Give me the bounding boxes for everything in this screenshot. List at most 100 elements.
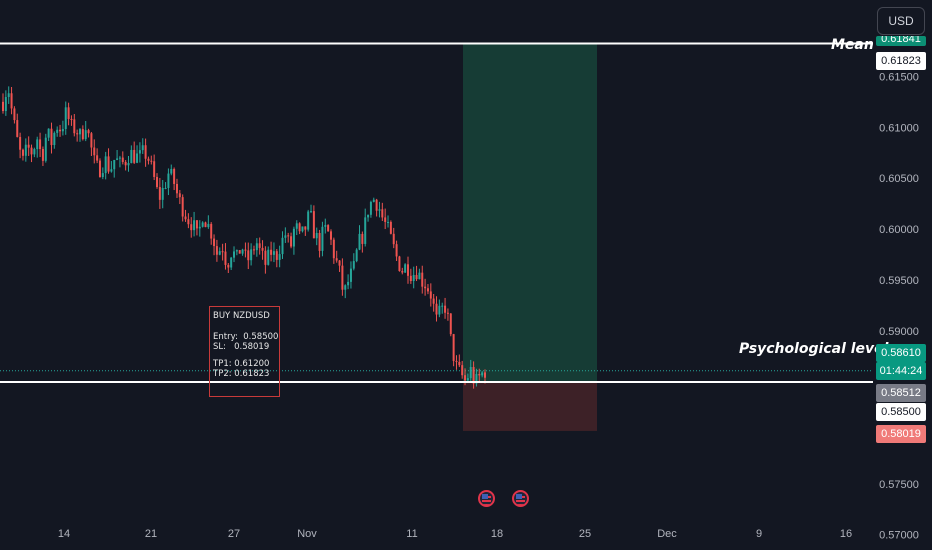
candle-body [64,107,67,130]
note-tp2: TP2: 0.61823 [213,369,270,379]
candle-body [364,217,367,244]
candle-body [281,237,284,255]
candle-body [98,160,101,178]
candle-body [144,145,147,159]
candle-body [435,303,438,315]
candle-body [398,256,401,271]
candle-body [318,233,321,251]
candle-body [2,101,4,112]
candle-body [107,156,110,172]
candle-body [167,173,170,188]
candle-body [190,224,193,231]
candle-body [310,211,313,213]
candle-body [461,365,464,376]
candle-body [378,209,381,211]
candle-body [449,313,452,335]
candle-body [184,216,187,220]
candle-body [170,168,173,174]
candle-body [39,139,42,149]
candle-body [464,375,467,381]
candle-body [392,233,395,245]
candle-body [295,223,298,229]
candle-body [387,221,390,223]
candle-body [84,130,87,140]
x-tick-label: 21 [145,528,157,540]
candle-body [24,144,27,156]
candle-body [33,149,36,155]
candle-body [438,305,441,315]
candle-body [187,219,190,225]
candle-body [36,139,39,150]
candle-body [264,250,267,265]
candle-body [59,129,62,132]
candle-body [424,286,427,289]
candle-body [284,235,287,238]
candle-body [475,373,478,384]
candle-body [381,209,384,218]
candle-body [175,183,178,194]
candle-body [478,373,481,376]
candle-body [252,249,255,251]
candle-body [164,187,167,189]
candle-body [201,222,204,227]
price-tag-current: 0.58610 [876,344,926,362]
candle-body [415,274,418,280]
candle-body [116,158,119,160]
candle-body [384,217,387,222]
candle-body [41,148,44,161]
candle-body [127,163,130,166]
candle-body [344,285,347,290]
candle-body [227,264,230,268]
y-tick-label: 0.59000 [879,326,919,338]
candle-body [301,226,304,232]
candle-body [213,238,216,247]
candle-body [56,129,59,133]
candle-body [195,220,198,229]
candle-body [73,119,76,134]
time-axis[interactable]: 14 21 27 Nov 11 18 25 Dec 9 16 [58,528,852,540]
candle-body [290,236,293,247]
candle-body [267,249,270,265]
candle-body [104,156,107,174]
candle-body [446,312,449,314]
candle-body [255,243,258,251]
price-tag-top-partial: 0.61841 [876,36,926,46]
x-tick-label: Dec [657,528,677,540]
us-flag-event-icon[interactable] [478,490,495,507]
candle-body [275,251,278,260]
target-zone [463,43,597,382]
candle-body [90,133,93,148]
candle-body [395,244,398,257]
price-tag-sl: 0.58019 [876,425,926,443]
note-sl: SL: 0.58019 [213,342,270,352]
currency-button[interactable]: USD [877,7,925,35]
us-flag-event-icon[interactable] [512,490,529,507]
note-title: BUY NZDUSD [213,311,270,321]
candle-body [173,168,176,184]
candle-body [355,249,358,262]
candle-body [110,169,113,172]
candle-body [372,199,375,202]
candle-body [324,225,327,227]
candle-body [207,223,210,228]
candle-body [153,161,156,177]
candle-body [50,128,53,146]
candle-body [452,334,455,361]
candle-body [133,149,136,163]
candle-body [7,93,10,98]
candle-body [44,137,47,161]
candle-body [156,176,159,188]
candle-body [61,129,64,132]
note-entry: Entry: 0.58500 [213,332,279,342]
trade-note-box[interactable]: BUY NZDUSD Entry: 0.58500 SL: 0.58019 TP… [209,306,280,397]
candle-body [241,249,244,254]
candle-body [375,199,378,211]
price-axis[interactable]: 0.61500 0.61000 0.60500 0.60000 0.59500 0.590… [879,71,919,541]
candle-body [292,228,295,247]
candle-body [158,187,161,200]
candle-body [244,249,247,251]
candle-body [21,149,24,156]
candle-body [389,221,392,234]
candle-body [121,157,124,162]
